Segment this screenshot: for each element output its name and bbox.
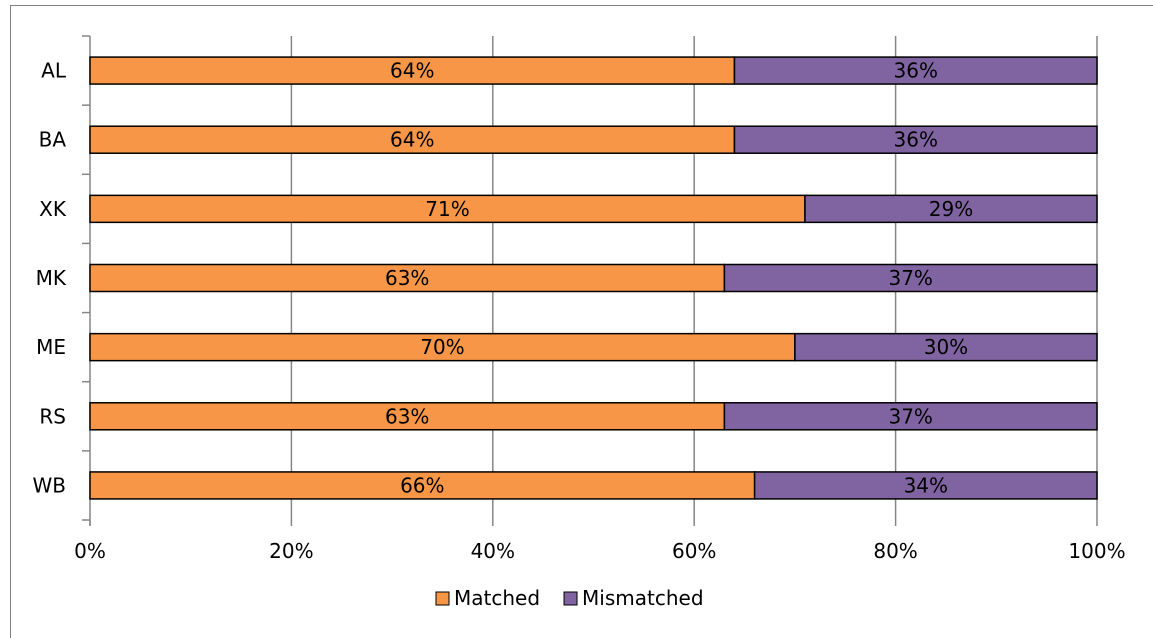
category-label-me: ME [36,335,66,359]
legend: Matched Mismatched [435,586,704,610]
bar-matched-me [89,332,796,362]
data-label-matched-xk: 71% [425,197,469,221]
data-label-mismatched-ba: 36% [894,128,938,152]
data-label-matched-wb: 66% [400,473,444,497]
data-label-mismatched-wb: 34% [904,473,948,497]
bar-mismatched-me [794,332,1098,362]
x-tick-label: 80% [873,539,917,563]
data-label-mismatched-me: 30% [924,335,968,359]
data-label-matched-ba: 64% [390,128,434,152]
bar-matched-al [89,56,736,85]
bar-matched-rs [89,402,726,431]
data-label-matched-rs: 63% [385,404,429,428]
data-label-matched-mk: 63% [385,266,429,290]
legend-swatch-matched [435,591,450,606]
data-label-mismatched-mk: 37% [888,266,932,290]
bar-matched-xk [89,194,806,224]
legend-label-mismatched: Mismatched [582,586,703,610]
category-label-wb: WB [33,473,67,497]
x-tick-label: 40% [471,539,515,563]
x-tick-label: 0% [74,539,106,563]
x-tick-label: 100% [1068,539,1125,563]
data-label-matched-al: 64% [390,59,434,83]
bar-matched-mk [89,263,726,293]
data-label-mismatched-xk: 29% [929,197,973,221]
bar-matched-ba [89,125,736,154]
category-label-mk: MK [36,266,67,290]
legend-label-matched: Matched [454,586,540,610]
data-label-matched-me: 70% [420,335,464,359]
bars [89,56,1098,500]
category-label-al: AL [41,59,67,83]
x-tick-label: 60% [672,539,716,563]
bar-mismatched-mk [723,263,1098,293]
x-tick-label: 20% [269,539,313,563]
bar-matched-wb [89,471,756,500]
bar-mismatched-al [733,56,1098,85]
data-label-mismatched-rs: 37% [888,404,932,428]
chart-frame [10,5,1153,638]
bar-mismatched-ba [733,125,1098,154]
bar-mismatched-rs [723,402,1098,431]
legend-swatch-mismatched [563,591,578,606]
category-label-ba: BA [39,128,67,152]
bar-mismatched-wb [753,471,1098,500]
data-label-mismatched-al: 36% [894,59,938,83]
bar-mismatched-xk [804,194,1098,224]
category-label-xk: XK [39,197,67,221]
labels: 0% 20% 40% 60% 80% 100% AL 64% 36% BA 64% 36% XK 71% 2… [33,59,1126,563]
category-label-rs: RS [39,404,66,428]
